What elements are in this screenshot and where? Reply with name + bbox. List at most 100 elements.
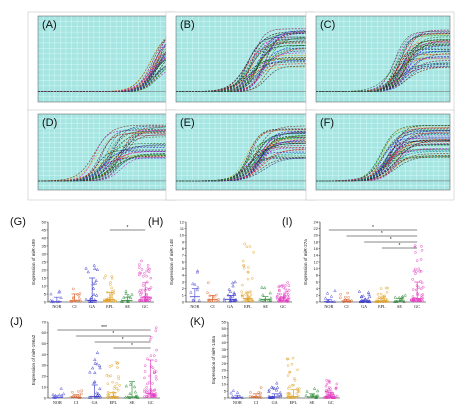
group-epl [285, 356, 301, 399]
y-tick-label: 5 [44, 291, 47, 296]
data-point [418, 269, 421, 273]
data-point [267, 389, 271, 394]
data-point [357, 289, 362, 293]
y-tick-label: 45 [42, 227, 47, 232]
significance-label: * [131, 343, 133, 349]
amplification-curve [316, 65, 450, 92]
data-point [143, 370, 147, 373]
amplification-curve [176, 61, 310, 92]
group-ga [222, 280, 238, 303]
data-point [138, 298, 141, 302]
amplification-curve [316, 53, 451, 92]
data-point [420, 281, 424, 285]
curve-panel-f: (F) [305, 109, 455, 201]
x-tick-label: NOR [52, 304, 61, 309]
data-point [244, 293, 247, 296]
data-point [335, 382, 339, 386]
data-point [143, 390, 146, 394]
y-tick-label: 10 [222, 381, 227, 386]
data-point [249, 290, 252, 293]
data-point [147, 287, 151, 291]
amplification-curve [38, 126, 172, 182]
data-point [110, 364, 114, 367]
data-point [288, 371, 291, 374]
amplification-curve [38, 153, 172, 182]
amplification-curve [176, 38, 310, 92]
panel-label: (E) [180, 117, 195, 129]
data-point [246, 270, 250, 274]
data-point [292, 383, 295, 387]
amplification-curve [38, 42, 173, 92]
group-nor [189, 269, 201, 302]
data-point [419, 287, 423, 291]
data-point [296, 389, 300, 393]
data-point [419, 280, 422, 283]
amplification-curve [38, 131, 172, 182]
data-point [226, 293, 230, 297]
data-point [333, 288, 337, 293]
y-tick-label: 16 [314, 246, 319, 251]
data-point [271, 386, 275, 390]
y-tick-label: 25 [42, 259, 47, 264]
y-axis-label: Expression of miR-146a [211, 335, 216, 384]
data-point [231, 294, 235, 298]
data-point [276, 392, 280, 396]
data-point [266, 298, 270, 302]
data-point [143, 395, 146, 398]
data-point [270, 395, 275, 399]
data-point [215, 293, 218, 297]
y-tick-label: 0 [224, 395, 227, 400]
amplification-curve [316, 50, 450, 92]
data-point [207, 299, 211, 303]
amplification-curve [316, 130, 450, 182]
data-point [279, 292, 282, 296]
data-point [149, 336, 153, 339]
amplification-curve [316, 53, 450, 92]
data-point [287, 289, 291, 292]
x-tick-label: SE [125, 304, 130, 309]
data-point [92, 263, 96, 267]
group-epl [240, 242, 255, 303]
group-gc [143, 326, 158, 398]
amplification-curve [176, 31, 310, 92]
y-tick-label: 40 [42, 235, 47, 240]
data-point [242, 264, 246, 268]
data-point [109, 280, 112, 284]
group-ci [69, 389, 83, 399]
group-nor [51, 386, 66, 400]
data-point [335, 394, 339, 398]
amplification-curve [176, 151, 310, 182]
group-nor [229, 388, 244, 400]
data-point [325, 382, 329, 386]
data-point [288, 392, 292, 396]
data-point [115, 387, 119, 390]
data-point [379, 292, 383, 296]
data-point [325, 378, 328, 382]
y-tick-label: 3 [182, 279, 185, 284]
data-point [383, 294, 386, 298]
amplification-curve [38, 155, 172, 182]
y-tick-label: 24 [314, 219, 319, 224]
data-point [152, 389, 156, 392]
group-ga [267, 381, 283, 399]
data-point [152, 395, 156, 398]
amplification-curve [38, 34, 173, 92]
data-point [94, 293, 99, 297]
data-point [145, 395, 149, 398]
data-point [242, 299, 246, 303]
data-point [286, 374, 290, 377]
data-point [97, 395, 101, 399]
data-point [132, 385, 137, 389]
data-point [93, 357, 97, 361]
y-tick-label: 15 [222, 375, 227, 380]
amplification-curve [38, 64, 173, 92]
data-point [87, 395, 91, 399]
group-se [392, 293, 407, 303]
data-point [57, 290, 61, 294]
data-point [149, 286, 153, 289]
amplification-curve [176, 41, 310, 92]
y-tick-label: 25 [222, 361, 227, 366]
data-point [128, 391, 132, 395]
